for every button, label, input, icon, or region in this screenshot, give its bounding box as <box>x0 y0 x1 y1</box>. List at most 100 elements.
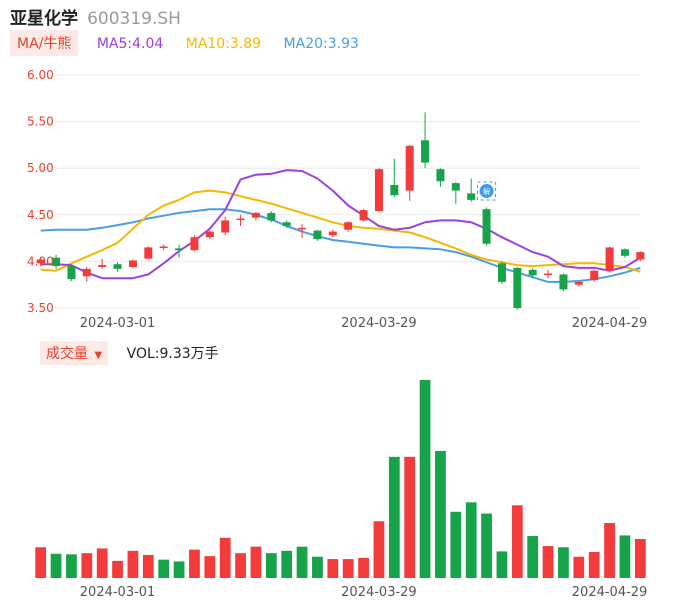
volume-bar[interactable] <box>419 380 431 578</box>
candle[interactable] <box>251 212 260 221</box>
candle[interactable] <box>390 158 399 198</box>
candle[interactable] <box>175 244 184 258</box>
volume-bar[interactable] <box>112 560 123 578</box>
volume-bar[interactable] <box>542 546 554 578</box>
volume-bar[interactable] <box>450 511 462 578</box>
volume-bar[interactable] <box>250 546 262 578</box>
candle[interactable] <box>190 235 199 252</box>
volume-bar[interactable] <box>511 505 523 578</box>
ma20-line <box>40 208 641 283</box>
volume-bar[interactable] <box>358 557 369 578</box>
candle-body <box>359 210 368 221</box>
volume-bar[interactable] <box>235 553 246 578</box>
candle[interactable] <box>36 256 45 267</box>
volume-bar[interactable] <box>158 559 170 578</box>
candle[interactable] <box>67 264 76 281</box>
volume-bar[interactable] <box>142 554 154 578</box>
ma-period-tag[interactable]: MA/牛熊 <box>10 30 79 56</box>
volume-indicator-selector[interactable]: 成交量 ▼ <box>40 341 109 365</box>
candle[interactable] <box>221 216 230 236</box>
candle[interactable] <box>636 251 645 262</box>
volume-bar[interactable] <box>435 450 446 578</box>
volume-bar[interactable] <box>66 554 77 578</box>
volume-bar[interactable] <box>573 556 585 578</box>
candle[interactable] <box>405 144 414 201</box>
candle[interactable] <box>159 244 168 251</box>
candle-body <box>298 227 307 230</box>
volume-tag-label: 成交量 <box>46 346 88 362</box>
volume-bar[interactable] <box>527 536 539 578</box>
volume-bar[interactable] <box>634 538 646 578</box>
volume-bar[interactable] <box>588 551 600 578</box>
volume-bar[interactable] <box>265 553 277 578</box>
volume-bar[interactable] <box>81 553 93 578</box>
candle[interactable] <box>359 209 368 222</box>
candle[interactable] <box>98 258 107 269</box>
candle[interactable] <box>82 266 91 282</box>
candle-body <box>205 231 214 238</box>
volume-bar[interactable] <box>388 456 400 578</box>
candle[interactable] <box>559 273 568 292</box>
candle[interactable] <box>436 168 445 187</box>
candle-body <box>113 264 122 269</box>
volume-bar[interactable] <box>204 556 216 578</box>
volume-bar[interactable] <box>496 551 508 578</box>
candle-body <box>144 247 153 259</box>
volume-bar[interactable] <box>189 549 200 578</box>
candle[interactable] <box>236 214 245 226</box>
volume-bar[interactable] <box>281 550 293 578</box>
volume-bar[interactable] <box>127 550 139 578</box>
volume-bar[interactable] <box>342 559 354 578</box>
volume-bar[interactable] <box>173 561 185 578</box>
candle[interactable] <box>328 229 337 238</box>
badge-icon[interactable] <box>479 184 494 198</box>
volume-bar[interactable] <box>35 547 47 578</box>
candle[interactable] <box>421 112 430 169</box>
volume-bar[interactable] <box>373 521 385 578</box>
candle[interactable] <box>528 267 537 279</box>
candle[interactable] <box>605 246 614 273</box>
candle[interactable] <box>590 269 599 282</box>
volume-bar[interactable] <box>619 535 631 578</box>
candle[interactable] <box>574 280 583 287</box>
candle[interactable] <box>513 266 522 310</box>
candle-body <box>544 273 553 276</box>
candle[interactable] <box>482 207 491 246</box>
volume-bar[interactable] <box>404 456 416 578</box>
candle[interactable] <box>128 259 137 268</box>
date-tick-label: 2024-03-29 <box>341 316 417 331</box>
volume-bar[interactable] <box>96 548 108 578</box>
date-tick-label: 2024-04-29 <box>572 585 648 600</box>
candle[interactable] <box>544 269 553 279</box>
volume-bar[interactable] <box>50 553 62 578</box>
event-badge: 解 <box>477 181 497 201</box>
badge-label: 解 <box>483 187 490 196</box>
candle[interactable] <box>282 220 291 228</box>
volume-bar[interactable] <box>296 546 308 578</box>
candle[interactable] <box>451 182 460 204</box>
ma20-label: MA20:3.93 <box>283 36 359 52</box>
candle[interactable] <box>298 224 307 239</box>
ma-legend: MA/牛熊 MA5:4.04 MA10:3.89 MA20:3.93 <box>10 30 359 56</box>
candle[interactable] <box>344 221 353 232</box>
volume-bar[interactable] <box>327 559 339 578</box>
volume-bar[interactable] <box>312 556 323 578</box>
candle[interactable] <box>620 248 629 258</box>
candle[interactable] <box>313 229 322 241</box>
candle[interactable] <box>52 254 61 269</box>
candle[interactable] <box>467 178 476 202</box>
volume-bar[interactable] <box>558 547 569 578</box>
volume-bar[interactable] <box>604 523 615 578</box>
volume-bar[interactable] <box>465 502 477 578</box>
candle[interactable] <box>205 230 214 240</box>
candle[interactable] <box>374 168 383 213</box>
price-tick-label: 5.50 <box>27 115 54 129</box>
candle[interactable] <box>497 261 506 284</box>
price-date-axis: 2024-03-01 2024-03-29 2024-04-29 <box>80 316 648 331</box>
candle[interactable] <box>144 246 153 260</box>
volume-bar[interactable] <box>219 537 231 578</box>
volume-bar[interactable] <box>481 513 492 578</box>
candle[interactable] <box>113 262 122 272</box>
candle[interactable] <box>267 211 276 223</box>
